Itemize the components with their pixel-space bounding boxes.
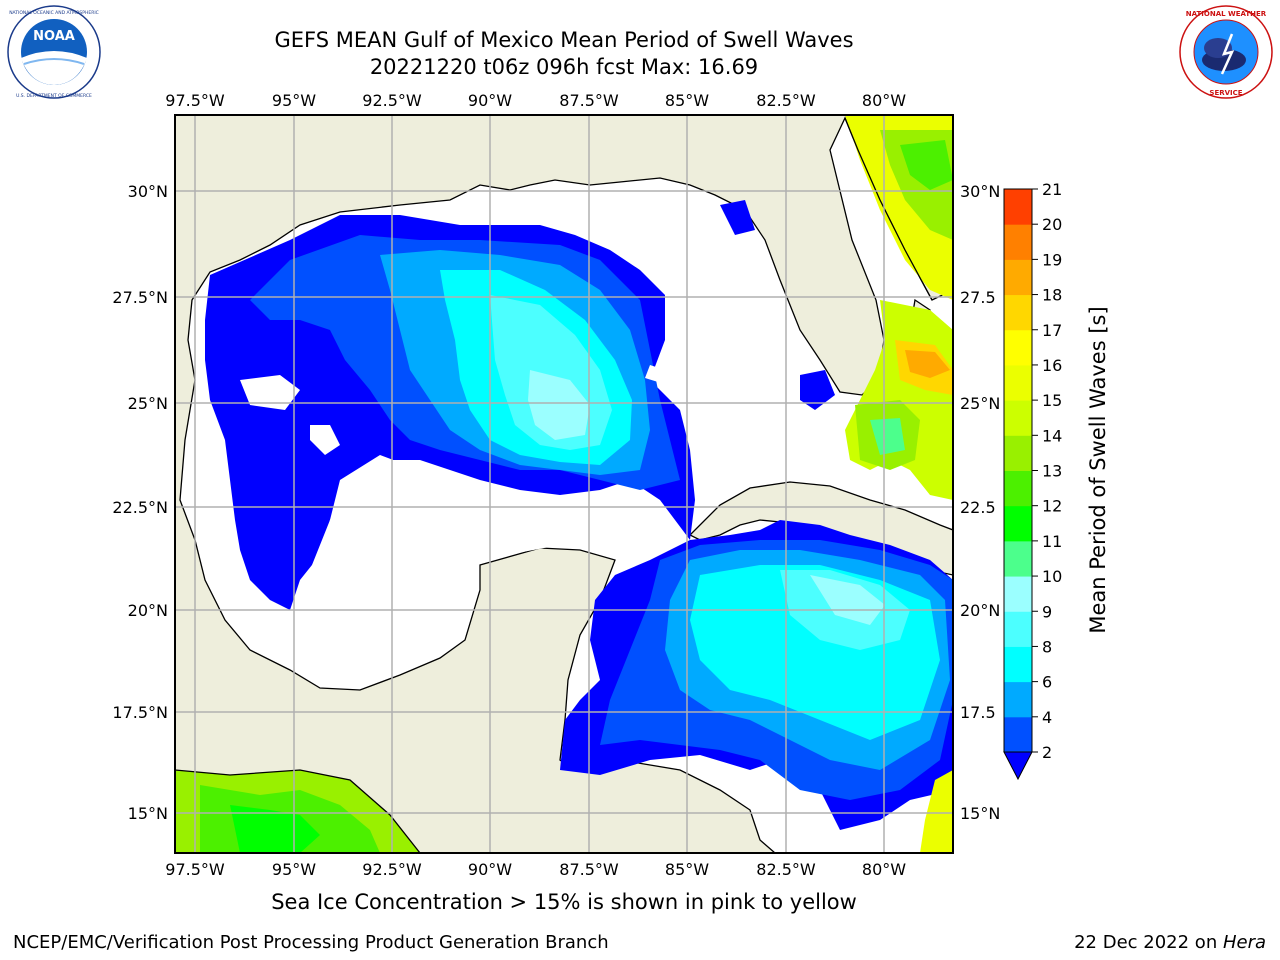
map-gridlines bbox=[175, 115, 953, 853]
lon-label-top: 95°W bbox=[272, 91, 316, 110]
lat-label-right: 17.5 bbox=[960, 703, 996, 722]
lon-label-top: 92.5°W bbox=[362, 91, 422, 110]
colorbar-tick-label: 13 bbox=[1042, 462, 1062, 481]
colorbar-segment bbox=[1004, 681, 1032, 718]
colorbar-tick-label: 21 bbox=[1042, 180, 1062, 199]
lon-labels-top: 97.5°W 95°W 92.5°W 90°W 87.5°W 85°W 82.5… bbox=[165, 91, 906, 110]
map-subtitle: 20221220 t06z 096h fcst Max: 16.69 bbox=[369, 55, 759, 79]
svg-text:U.S. DEPARTMENT OF COMMERCE: U.S. DEPARTMENT OF COMMERCE bbox=[16, 93, 92, 99]
lon-labels-bottom: 97.5°W 95°W 92.5°W 90°W 87.5°W 85°W 82.5… bbox=[165, 860, 906, 879]
footer-credit: NCEP/EMC/Verification Post Processing Pr… bbox=[13, 932, 609, 953]
lat-label-left: 15°N bbox=[128, 804, 168, 823]
lat-label-right: 25°N bbox=[960, 394, 1000, 413]
colorbar-segment bbox=[1004, 611, 1032, 647]
colorbar-tick-label: 9 bbox=[1042, 602, 1052, 621]
colorbar-tick-label: 8 bbox=[1042, 637, 1052, 656]
lon-label-bottom: 85°W bbox=[665, 860, 709, 879]
lat-label-left: 22.5°N bbox=[112, 498, 168, 517]
colorbar-tick-label: 15 bbox=[1042, 391, 1062, 410]
lat-label-left: 30°N bbox=[128, 182, 168, 201]
lon-label-bottom: 87.5°W bbox=[559, 860, 619, 879]
lat-label-left: 20°N bbox=[128, 601, 168, 620]
colorbar-tick-label: 2 bbox=[1042, 743, 1052, 762]
lon-label-top: 82.5°W bbox=[756, 91, 816, 110]
colorbar-tick-label: 17 bbox=[1042, 321, 1062, 340]
lat-labels-left: 30°N 27.5°N 25°N 22.5°N 20°N 17.5°N 15°N bbox=[112, 182, 168, 823]
lon-label-top: 85°W bbox=[665, 91, 709, 110]
lon-label-bottom: 92.5°W bbox=[362, 860, 422, 879]
lat-label-right: 27.5 bbox=[960, 288, 996, 307]
lat-label-right: 30°N bbox=[960, 182, 1000, 201]
colorbar-tick-label: 14 bbox=[1042, 426, 1062, 445]
colorbar-label: Mean Period of Swell Waves [s] bbox=[1086, 306, 1110, 633]
atlantic-swell-field bbox=[720, 115, 953, 853]
colorbar-segment bbox=[1004, 329, 1032, 366]
footer-date: 22 Dec 2022 on Hera bbox=[1074, 932, 1266, 953]
lon-label-bottom: 82.5°W bbox=[756, 860, 816, 879]
colorbar-segment bbox=[1004, 294, 1032, 331]
svg-text:SERVICE: SERVICE bbox=[1209, 89, 1242, 97]
noaa-logo-icon: NOAA NATIONAL OCEANIC AND ATMOSPHERIC U.… bbox=[7, 5, 101, 99]
lat-labels-right: 30°N 27.5 25°N 22.5 20°N 17.5 15°N bbox=[960, 182, 1000, 823]
footer-host: Hera bbox=[1222, 932, 1266, 953]
sea-ice-caption: Sea Ice Concentration > 15% is shown in … bbox=[271, 890, 857, 914]
colorbar-segment bbox=[1004, 259, 1032, 296]
nws-logo-icon: NATIONAL WEATHER SERVICE bbox=[1179, 5, 1273, 99]
colorbar-segment bbox=[1004, 576, 1032, 612]
map-title: GEFS MEAN Gulf of Mexico Mean Period of … bbox=[274, 28, 854, 52]
colorbar-segment bbox=[1004, 400, 1032, 436]
svg-text:NATIONAL OCEANIC AND ATMOSPHER: NATIONAL OCEANIC AND ATMOSPHERIC bbox=[9, 10, 99, 16]
colorbar-tick-label: 19 bbox=[1042, 250, 1062, 269]
lon-label-bottom: 95°W bbox=[272, 860, 316, 879]
footer-date-text: 22 Dec 2022 on bbox=[1074, 932, 1223, 953]
lat-label-right: 22.5 bbox=[960, 498, 996, 517]
svg-text:NATIONAL WEATHER: NATIONAL WEATHER bbox=[1186, 10, 1267, 18]
colorbar-tick-label: 11 bbox=[1042, 532, 1062, 551]
lat-label-right: 20°N bbox=[960, 601, 1000, 620]
map-area bbox=[175, 115, 953, 853]
lat-label-left: 27.5°N bbox=[112, 288, 168, 307]
colorbar-segment bbox=[1004, 189, 1032, 225]
lon-label-bottom: 97.5°W bbox=[165, 860, 225, 879]
colorbar: 2 4 6 8 9 10 11 12 13 14 15 16 17 18 19 20 21 bbox=[1003, 180, 1062, 781]
colorbar-extension bbox=[1003, 751, 1033, 781]
colorbar-tick-label: 12 bbox=[1042, 497, 1062, 516]
colorbar-segment bbox=[1004, 716, 1032, 753]
colorbar-segment bbox=[1004, 540, 1032, 577]
colorbar-tick-label: 16 bbox=[1042, 356, 1062, 375]
colorbar-tick-label: 20 bbox=[1042, 215, 1062, 234]
noaa-logo-text: NOAA bbox=[33, 29, 75, 44]
lon-label-bottom: 90°W bbox=[468, 860, 512, 879]
lon-label-bottom: 80°W bbox=[862, 860, 906, 879]
coastlines bbox=[175, 117, 933, 853]
colorbar-segment bbox=[1004, 470, 1032, 507]
lon-label-top: 87.5°W bbox=[559, 91, 619, 110]
colorbar-segment bbox=[1004, 435, 1032, 471]
colorbar-segment bbox=[1004, 224, 1032, 260]
lon-label-top: 97.5°W bbox=[165, 91, 225, 110]
colorbar-tick-label: 4 bbox=[1042, 708, 1052, 727]
colorbar-tick-label: 6 bbox=[1042, 673, 1052, 692]
colorbar-tick-label: 18 bbox=[1042, 286, 1062, 305]
colorbar-segment bbox=[1004, 364, 1032, 401]
colorbar-tick-label: 10 bbox=[1042, 567, 1062, 586]
lat-label-left: 17.5°N bbox=[112, 703, 168, 722]
colorbar-segment bbox=[1004, 505, 1032, 542]
lon-label-top: 90°W bbox=[468, 91, 512, 110]
lat-label-right: 15°N bbox=[960, 804, 1000, 823]
colorbar-segment bbox=[1004, 646, 1032, 683]
map-frame bbox=[174, 114, 954, 854]
lon-label-top: 80°W bbox=[862, 91, 906, 110]
lat-label-left: 25°N bbox=[128, 394, 168, 413]
